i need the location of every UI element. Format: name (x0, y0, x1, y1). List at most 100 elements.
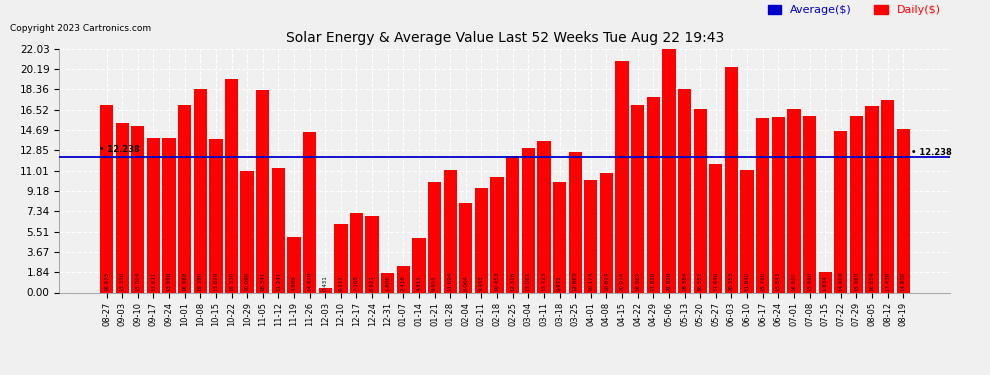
Bar (131, 126, 145, 292)
Text: Copyright 2023 Cartronics.com: Copyright 2023 Cartronics.com (10, 24, 151, 33)
Text: 20.353: 20.353 (729, 272, 734, 291)
Bar (756, 118, 769, 292)
Text: 15.760: 15.760 (760, 272, 765, 291)
Text: 22.928: 22.928 (666, 272, 671, 291)
Text: 16.834: 16.834 (869, 272, 874, 291)
Bar (709, 164, 723, 292)
Text: 14.479: 14.479 (307, 272, 312, 291)
Text: 16.988: 16.988 (182, 272, 187, 291)
Bar (444, 170, 456, 292)
Text: 8.064: 8.064 (463, 276, 468, 291)
Text: 17.438: 17.438 (885, 272, 890, 291)
Text: 13.829: 13.829 (214, 272, 219, 291)
Bar (849, 116, 863, 292)
Bar (303, 132, 316, 292)
Bar (678, 89, 691, 292)
Bar (428, 182, 442, 292)
Text: 15.960: 15.960 (807, 272, 812, 291)
Text: 15.843: 15.843 (776, 272, 781, 291)
Text: 18.341: 18.341 (260, 272, 265, 291)
Bar (225, 79, 239, 292)
Bar (241, 171, 253, 292)
Bar (568, 152, 582, 292)
Bar (881, 99, 894, 292)
Bar (835, 131, 847, 292)
Bar (271, 168, 285, 292)
Text: 2.416: 2.416 (401, 276, 406, 291)
Text: 9.955: 9.955 (432, 276, 438, 291)
Text: 9.453: 9.453 (479, 276, 484, 291)
Text: 15.960: 15.960 (854, 272, 859, 291)
Text: 4.911: 4.911 (417, 276, 422, 291)
Bar (100, 105, 113, 292)
Bar (335, 224, 347, 292)
Text: 6.177: 6.177 (339, 276, 344, 291)
Text: 10.999: 10.999 (245, 272, 249, 291)
Text: • 12.238: • 12.238 (99, 146, 140, 154)
Bar (662, 39, 675, 292)
Bar (553, 182, 566, 292)
Bar (631, 105, 644, 292)
Bar (116, 123, 129, 292)
Text: 4.988: 4.988 (291, 276, 296, 291)
Text: 11.094: 11.094 (447, 272, 452, 291)
Bar (209, 140, 223, 292)
Text: 16.553: 16.553 (698, 272, 703, 291)
Bar (787, 109, 801, 292)
Text: 14.609: 14.609 (839, 272, 843, 291)
Bar (897, 129, 910, 292)
Text: 12.316: 12.316 (510, 272, 515, 291)
Text: 10.453: 10.453 (495, 272, 500, 291)
Bar (741, 170, 753, 292)
Text: 10.174: 10.174 (588, 272, 593, 291)
Text: 18.380: 18.380 (198, 272, 203, 291)
Text: 1.834: 1.834 (823, 276, 828, 291)
Legend: Average($), Daily($): Average($), Daily($) (763, 1, 944, 20)
Text: • 12.238: • 12.238 (911, 148, 951, 157)
Bar (725, 67, 739, 292)
Text: 11.040: 11.040 (744, 272, 749, 291)
Text: 16.962: 16.962 (636, 272, 641, 291)
Text: 14.809: 14.809 (901, 272, 906, 291)
Bar (162, 138, 175, 292)
Bar (397, 266, 410, 292)
Text: 12.663: 12.663 (572, 272, 578, 291)
Text: 7.168: 7.168 (354, 276, 359, 291)
Bar (381, 273, 394, 292)
Bar (178, 105, 191, 292)
Bar (490, 177, 504, 292)
Bar (506, 156, 520, 292)
Bar (865, 106, 879, 292)
Bar (694, 110, 707, 292)
Bar (616, 61, 629, 292)
Text: 18.384: 18.384 (682, 272, 687, 291)
Text: 11.241: 11.241 (276, 272, 281, 291)
Text: 13.723: 13.723 (542, 272, 546, 291)
Bar (194, 89, 207, 292)
Bar (646, 98, 660, 292)
Text: 13.921: 13.921 (150, 272, 155, 291)
Text: 1.806: 1.806 (385, 276, 390, 291)
Bar (522, 148, 535, 292)
Bar (803, 116, 816, 292)
Text: 16.607: 16.607 (791, 272, 796, 291)
Bar (287, 237, 301, 292)
Text: 13.062: 13.062 (526, 272, 531, 291)
Bar (584, 180, 597, 292)
Bar (475, 188, 488, 292)
Text: 15.356: 15.356 (120, 272, 125, 291)
Text: 16.975: 16.975 (104, 272, 109, 291)
Text: 10.814: 10.814 (604, 272, 609, 291)
Text: 0.431: 0.431 (323, 276, 328, 291)
Bar (771, 117, 785, 292)
Title: Solar Energy & Average Value Last 52 Weeks Tue Aug 22 19:43: Solar Energy & Average Value Last 52 Wee… (286, 31, 724, 45)
Text: 19.330: 19.330 (229, 272, 234, 291)
Text: 15.004: 15.004 (136, 272, 141, 291)
Bar (319, 288, 332, 292)
Text: 13.998: 13.998 (166, 272, 171, 291)
Text: 9.972: 9.972 (557, 276, 562, 291)
Bar (365, 216, 379, 292)
Text: 20.914: 20.914 (620, 272, 625, 291)
Bar (349, 213, 363, 292)
Text: 17.629: 17.629 (650, 272, 655, 291)
